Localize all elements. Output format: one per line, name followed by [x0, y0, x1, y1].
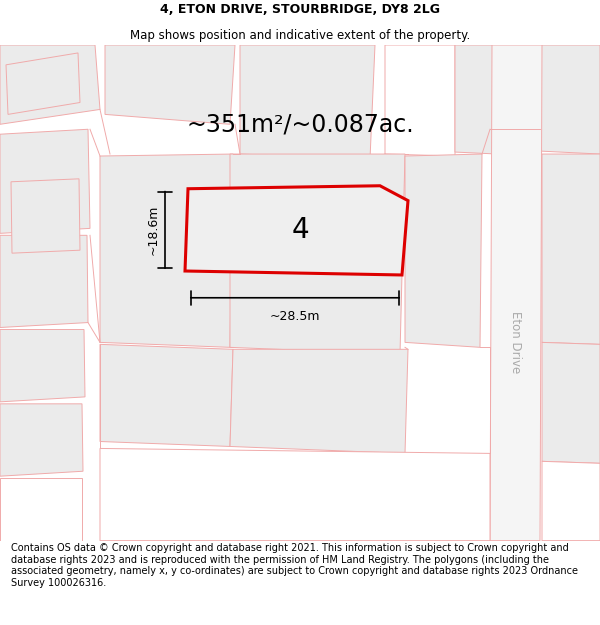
Polygon shape — [0, 129, 90, 233]
Polygon shape — [185, 186, 408, 275]
Polygon shape — [0, 45, 100, 124]
Polygon shape — [105, 45, 235, 124]
Polygon shape — [0, 236, 88, 328]
Polygon shape — [0, 404, 83, 476]
Polygon shape — [11, 179, 80, 253]
Text: 4, ETON DRIVE, STOURBRIDGE, DY8 2LG: 4, ETON DRIVE, STOURBRIDGE, DY8 2LG — [160, 3, 440, 16]
Text: ~351m²/~0.087ac.: ~351m²/~0.087ac. — [186, 112, 414, 136]
Text: Map shows position and indicative extent of the property.: Map shows position and indicative extent… — [130, 29, 470, 42]
Polygon shape — [6, 53, 80, 114]
Polygon shape — [385, 45, 455, 156]
Text: ~28.5m: ~28.5m — [270, 309, 320, 322]
Polygon shape — [240, 45, 375, 159]
Polygon shape — [100, 449, 490, 541]
Text: Eton Drive: Eton Drive — [509, 311, 523, 374]
Polygon shape — [455, 45, 540, 156]
Polygon shape — [230, 154, 405, 354]
Polygon shape — [490, 45, 542, 541]
Polygon shape — [100, 344, 233, 446]
Text: 4: 4 — [291, 216, 309, 244]
Polygon shape — [540, 45, 600, 154]
Polygon shape — [230, 349, 408, 453]
Polygon shape — [0, 329, 85, 402]
Polygon shape — [542, 461, 600, 541]
Text: Contains OS data © Crown copyright and database right 2021. This information is : Contains OS data © Crown copyright and d… — [11, 543, 578, 588]
Polygon shape — [542, 154, 600, 344]
Polygon shape — [542, 342, 600, 463]
Text: ~18.6m: ~18.6m — [147, 204, 160, 255]
Polygon shape — [100, 154, 233, 348]
Polygon shape — [0, 478, 82, 541]
Polygon shape — [405, 154, 482, 348]
